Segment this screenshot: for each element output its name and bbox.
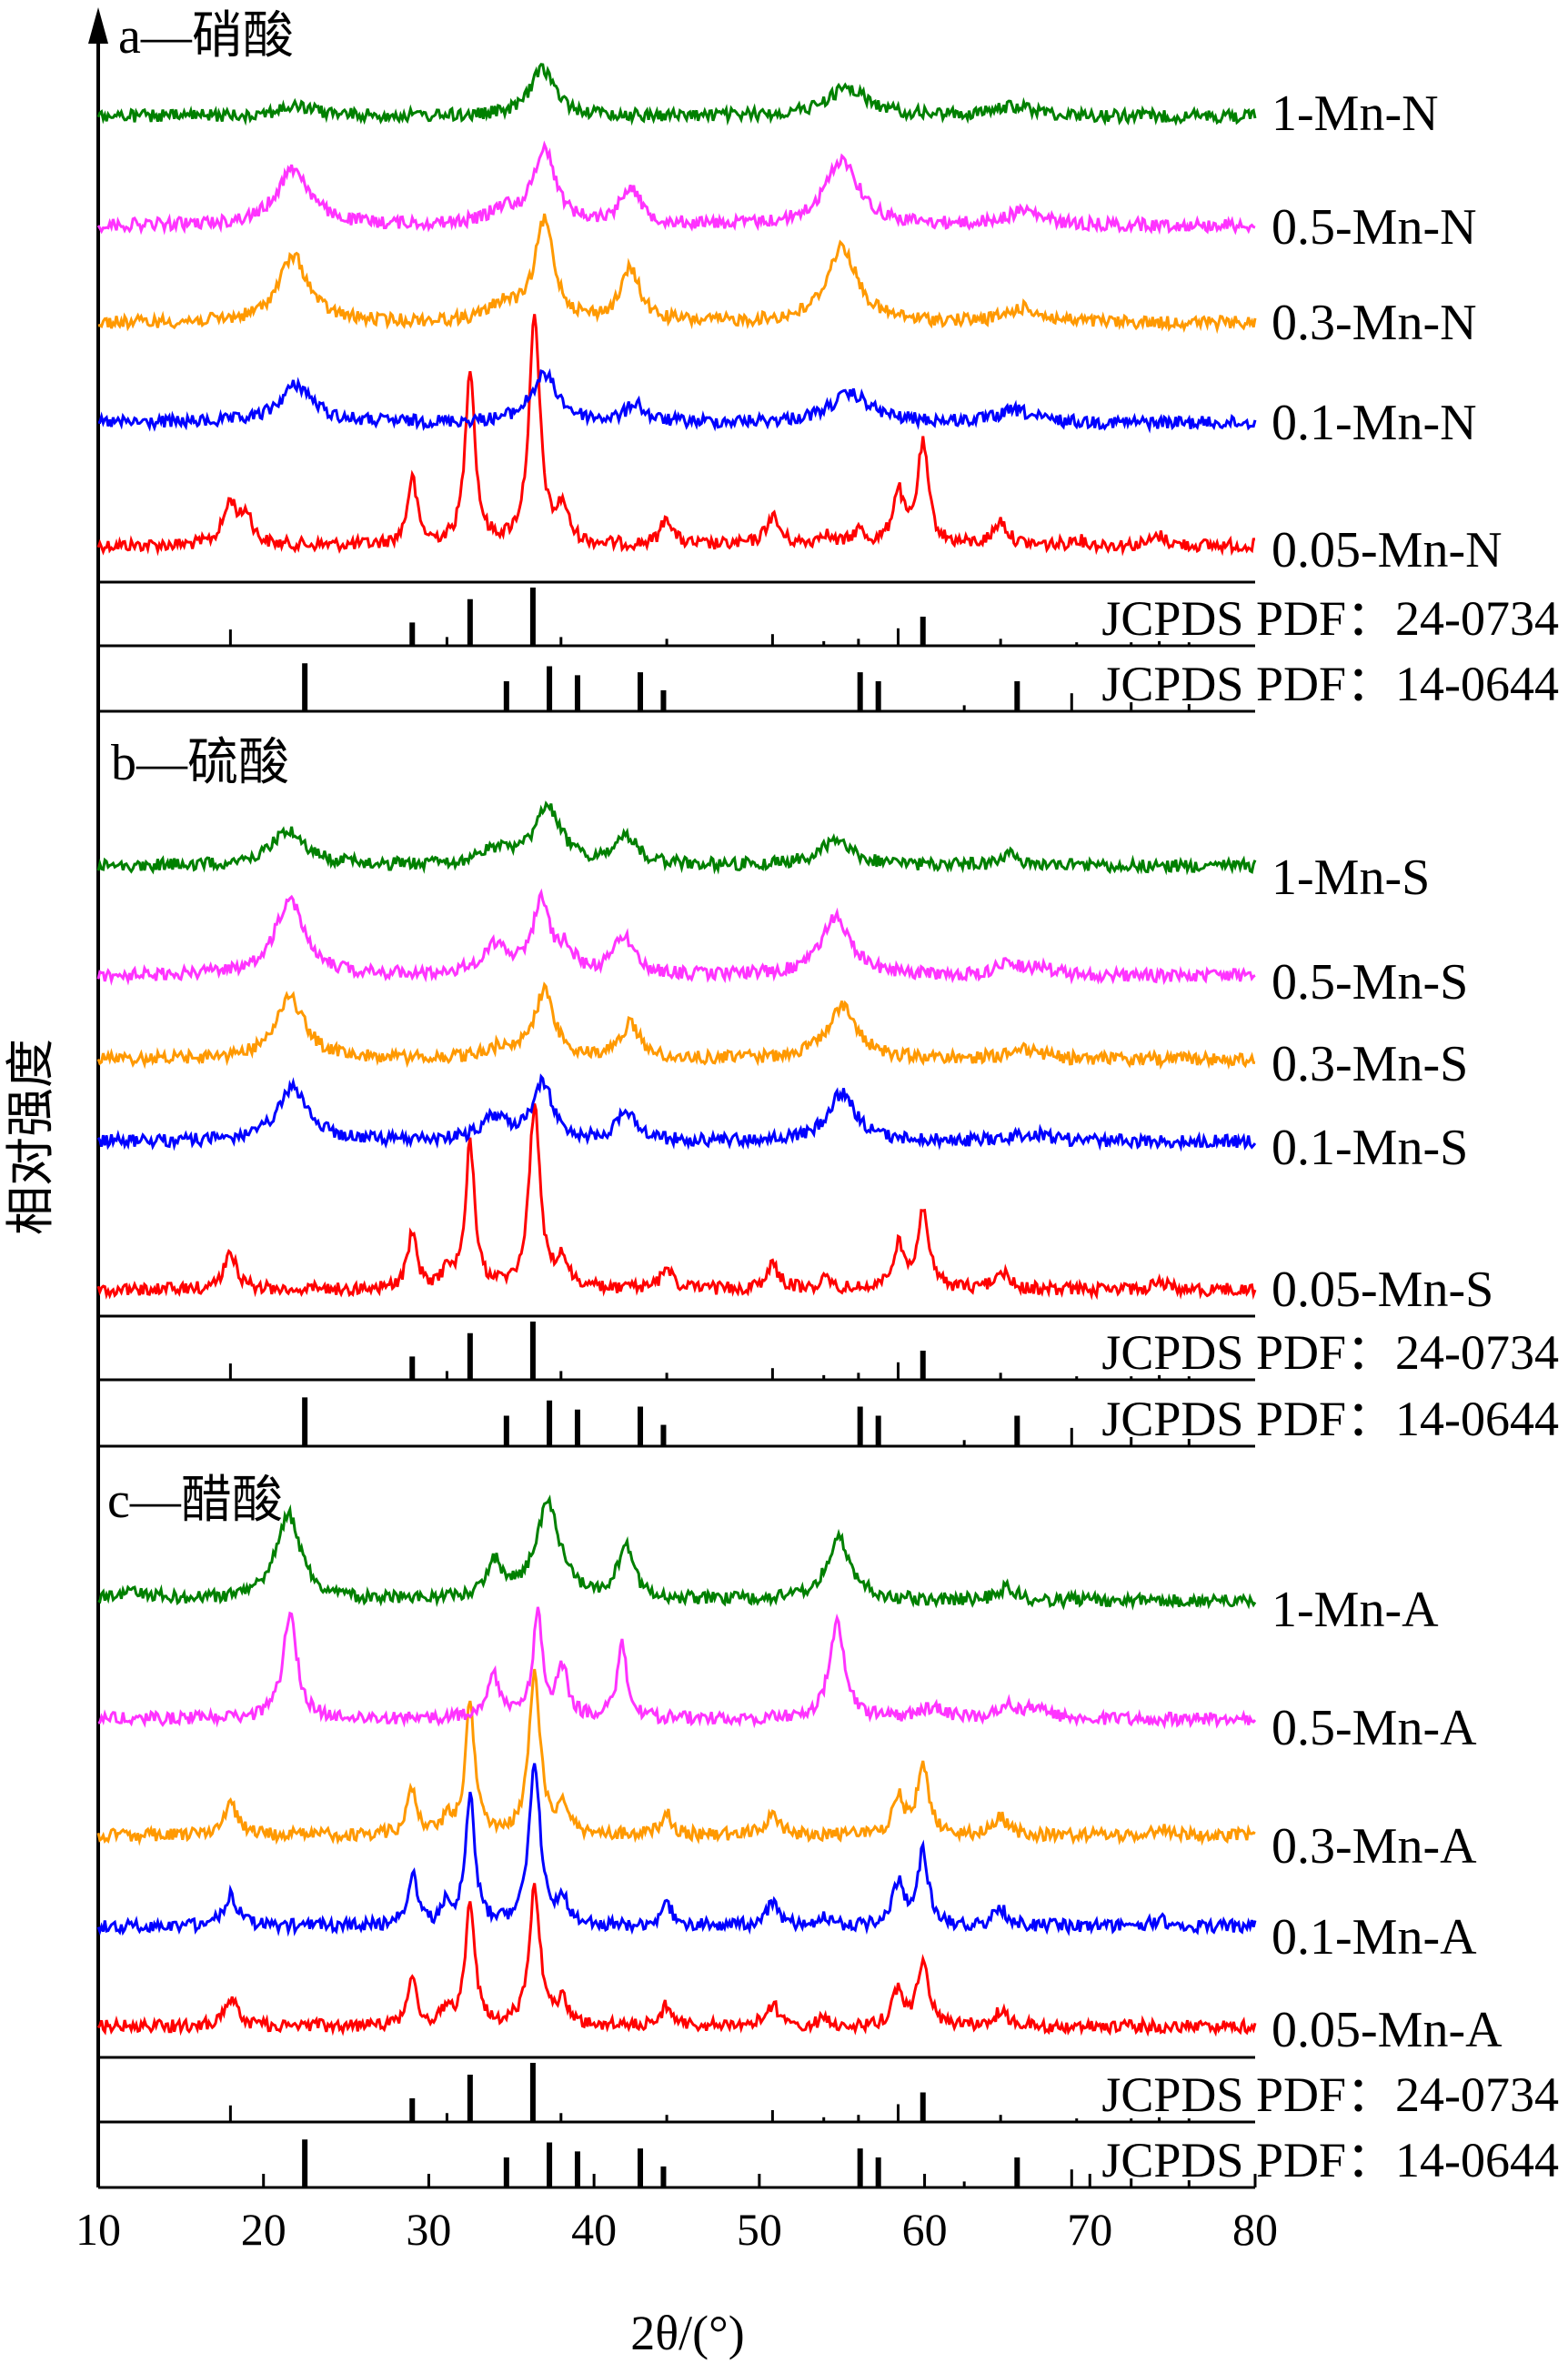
trace-0.5-Mn-N xyxy=(96,140,1256,236)
x-axis-title: 2θ/(°) xyxy=(630,2306,744,2360)
x-tick-label: 40 xyxy=(571,2204,617,2255)
reference-patterns: JCPDS PDF：24-0734 JCPDS PDF：14-0644 JCPDS … xyxy=(98,580,1559,2189)
series-label-0.3-Mn-N: 0.3-Mn-N xyxy=(1271,295,1477,351)
ref-label: JCPDS PDF：24-0734 xyxy=(1101,1325,1559,1380)
ref-label: JCPDS PDF：24-0734 xyxy=(1101,2067,1559,2122)
ref-label: JCPDS PDF：14-0644 xyxy=(1101,657,1559,711)
series-label-0.3-Mn-S: 0.3-Mn-S xyxy=(1271,1036,1468,1092)
trace-0.3-Mn-N xyxy=(97,213,1257,335)
y-axis-title: 相对强度 xyxy=(4,1039,58,1235)
x-tick-label: 10 xyxy=(75,2204,121,2255)
x-tick-label: 80 xyxy=(1232,2204,1278,2255)
series-label-0.1-Mn-S: 0.1-Mn-S xyxy=(1271,1120,1468,1176)
x-tick-label: 70 xyxy=(1067,2204,1112,2255)
ref-0-1: JCPDS PDF：14-0644 xyxy=(98,644,1559,713)
series-label-0.05-Mn-A: 0.05-Mn-A xyxy=(1271,2002,1503,2058)
panel-titles: a—硝酸 b—硫酸 c—醋酸 xyxy=(107,8,294,1529)
series-label-0.05-Mn-S: 0.05-Mn-S xyxy=(1271,1262,1493,1318)
axes xyxy=(88,7,108,2187)
x-tick-label: 20 xyxy=(241,2204,286,2255)
traces xyxy=(96,63,1257,2037)
trace-0.1-Mn-S xyxy=(96,1073,1257,1152)
y-axis-arrow xyxy=(88,7,108,44)
x-tick-label: 50 xyxy=(737,2204,782,2255)
series-label-0.5-Mn-S: 0.5-Mn-S xyxy=(1271,954,1468,1011)
trace-0.05-Mn-N xyxy=(96,314,1256,557)
series-label-1-Mn-N: 1-Mn-N xyxy=(1271,85,1439,142)
ref-1-0: JCPDS PDF：24-0734 xyxy=(98,1314,1559,1382)
ref-2-1: JCPDS PDF：14-0644 xyxy=(98,2120,1559,2189)
panel-title-a: a—硝酸 xyxy=(118,8,294,65)
ref-0-0: JCPDS PDF：24-0734 xyxy=(98,580,1559,648)
series-label-0.5-Mn-A: 0.5-Mn-A xyxy=(1271,1700,1477,1756)
series-label-1-Mn-S: 1-Mn-S xyxy=(1271,850,1430,906)
x-ticks: 10 20 30 40 50 60 70 80 xyxy=(75,2174,1278,2255)
trace-1-Mn-N xyxy=(96,63,1257,126)
ref-label: JCPDS PDF：14-0644 xyxy=(1101,1392,1559,1446)
ref-1-1: JCPDS PDF：14-0644 xyxy=(98,1378,1559,1448)
trace-0.5-Mn-S xyxy=(96,888,1256,986)
panel-title-c: c—醋酸 xyxy=(107,1473,283,1529)
trace-0.5-Mn-A xyxy=(97,1606,1257,1730)
trace-0.05-Mn-A xyxy=(96,1883,1257,2037)
panel-title-b: b—硫酸 xyxy=(111,735,289,791)
trace-0.3-Mn-S xyxy=(96,981,1256,1071)
ref-label: JCPDS PDF：14-0644 xyxy=(1101,2133,1559,2187)
series-label-0.1-Mn-N: 0.1-Mn-N xyxy=(1271,395,1477,451)
trace-0.1-Mn-N xyxy=(97,367,1257,434)
trace-0.05-Mn-S xyxy=(96,1103,1257,1301)
x-tick-label: 60 xyxy=(902,2204,948,2255)
ref-label: JCPDS PDF：24-0734 xyxy=(1101,591,1559,646)
trace-0.3-Mn-A xyxy=(96,1668,1256,1846)
ref-2-0: JCPDS PDF：24-0734 xyxy=(98,2056,1559,2124)
series-labels: 0.05-Mn-N 0.1-Mn-N 0.3-Mn-N 0.5-Mn-N 1-Mn-N 0… xyxy=(1271,85,1503,2058)
series-label-0.05-Mn-N: 0.05-Mn-N xyxy=(1271,522,1503,578)
trace-0.1-Mn-A xyxy=(96,1763,1257,1937)
trace-1-Mn-A xyxy=(97,1494,1257,1611)
trace-1-Mn-S xyxy=(96,800,1257,876)
x-tick-label: 30 xyxy=(406,2204,451,2255)
series-label-0.5-Mn-N: 0.5-Mn-N xyxy=(1271,199,1477,256)
series-label-0.1-Mn-A: 0.1-Mn-A xyxy=(1271,1909,1477,1966)
series-label-0.3-Mn-A: 0.3-Mn-A xyxy=(1271,1818,1477,1875)
series-label-1-Mn-A: 1-Mn-A xyxy=(1271,1582,1439,1638)
